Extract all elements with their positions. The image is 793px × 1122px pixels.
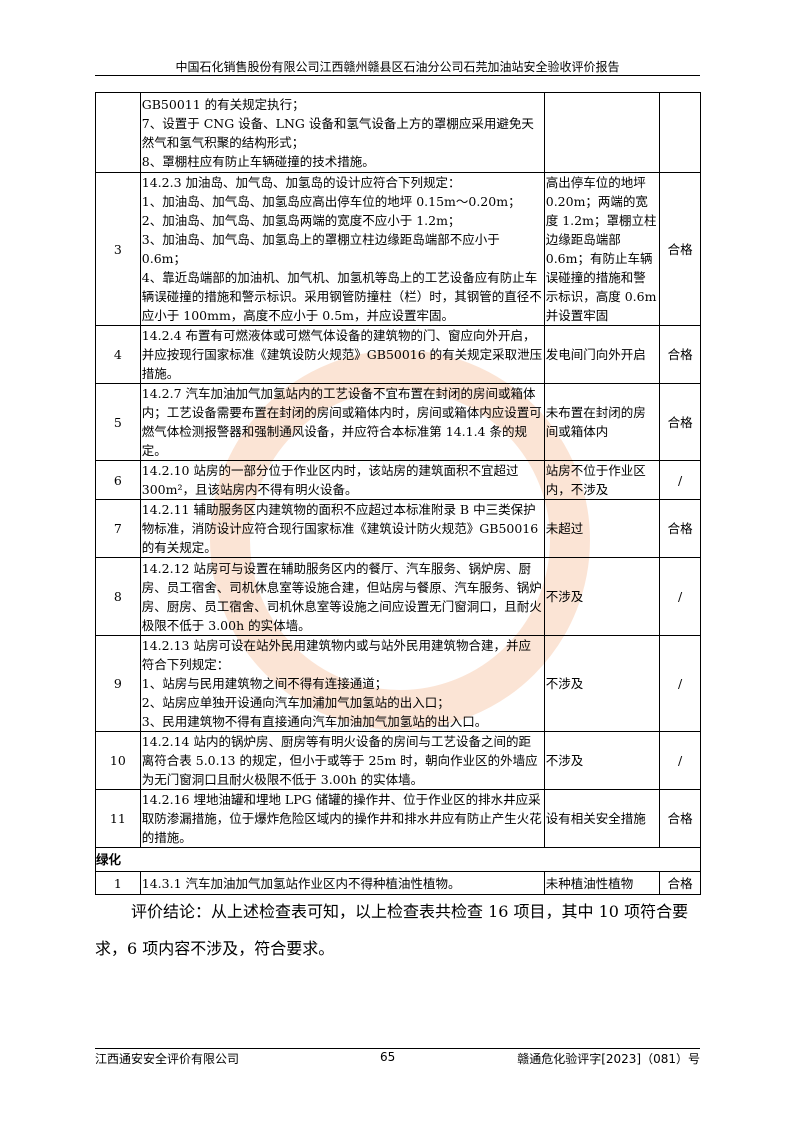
requirement-text: 14.2.16 埋地油罐和埋地 LPG 储罐的操作井、位于作业区的排水井应采取防… [139,789,545,848]
table-row: 11 14.2.16 埋地油罐和埋地 LPG 储罐的操作井、位于作业区的排水井应采… [95,789,701,848]
verdict: 合格 [659,383,701,461]
item-number: 6 [95,460,141,500]
table-row: 5 14.2.7 汽车加油加气加氢站内的工艺设备不宜布置在封闭的房间或箱体内；工艺… [95,383,701,461]
item-number: 1 [95,871,141,895]
page-header: 中国石化销售股份有限公司江西赣州赣县区石油分公司石芫加油站安全验收评价报告 [175,60,620,74]
verdict: 合格 [659,789,701,848]
requirement-text: 14.3.1 汽车加油加气加氢站作业区内不得种植油性植物。 [139,871,545,895]
requirement-text: GB50011 的有关规定执行； 7、设置于 CNG 设备、LNG 设备和氢气设… [139,92,545,173]
footer-divider [95,1048,700,1049]
verdict: 合格 [659,499,701,558]
table-row: 7 14.2.11 辅助服务区内建筑物的面积不应超过本标准附录 B 中三类保护物标… [95,499,701,558]
requirement-text: 14.2.3 加油岛、加气岛、加氢岛的设计应符合下列规定： 1、加油岛、加气岛、… [139,172,545,326]
table-row: 6 14.2.10 站房的一部分位于作业区内时，该站房的建筑面积不宜超过 300m… [95,460,701,500]
inspection-result: 未超过 [543,499,661,558]
table-row: 8 14.2.12 站房可与设置在辅助服务区内的餐厅、汽车服务、锅炉房、厨房、员工… [95,557,701,636]
table-row: 4 14.2.4 布置有可燃液体或可燃气体设备的建筑物的门、窗应向外开启，并应按现… [95,325,701,384]
item-number: 5 [95,383,141,461]
inspection-result: 未种植油性植物 [543,871,661,895]
section-title: 绿化 [95,847,701,872]
inspection-result: 设有相关安全措施 [543,789,661,848]
verdict: / [659,731,701,790]
verdict: / [659,635,701,732]
inspection-result: 不涉及 [543,557,661,636]
footer-doc-number: 赣通危化验评字[2023]（081）号 [517,1052,700,1066]
inspection-result: 站房不位于作业区内，不涉及 [543,460,661,500]
table-row: 10 14.2.14 站内的锅炉房、厨房等有明火设备的房间与工艺设备之间的距离符合… [95,731,701,790]
table-row: 3 14.2.3 加油岛、加气岛、加氢岛的设计应符合下列规定： 1、加油岛、加气岛… [95,172,701,326]
item-number: 11 [95,789,141,848]
requirement-text: 14.2.14 站内的锅炉房、厨房等有明火设备的房间与工艺设备之间的距离符合表 … [139,731,545,790]
inspection-table: GB50011 的有关规定执行； 7、设置于 CNG 设备、LNG 设备和氢气设… [95,92,701,895]
item-number: 10 [95,731,141,790]
table-row: 1 14.3.1 汽车加油加气加氢站作业区内不得种植油性植物。 未种植油性植物 合格 [95,871,701,895]
verdict: 合格 [659,325,701,384]
item-number: 4 [95,325,141,384]
requirement-text: 14.2.12 站房可与设置在辅助服务区内的餐厅、汽车服务、锅炉房、厨房、员工宿… [139,557,545,636]
requirement-text: 14.2.13 站房可设在站外民用建筑物内或与站外民用建筑物合建，并应符合下列规… [139,635,545,732]
inspection-result: 高出停车位的地坪 0.20m；两端的宽度 1.2m；罩棚立柱边缘距岛端部 0.6… [543,172,661,326]
verdict: / [659,460,701,500]
evaluation-conclusion: 评价结论：从上述检查表可知，以上检查表共检查 16 项目，其中 10 项符合要求… [95,902,689,958]
inspection-result: 发电间门向外开启 [543,325,661,384]
requirement-text: 14.2.7 汽车加油加气加氢站内的工艺设备不宜布置在封闭的房间或箱体内；工艺设… [139,383,545,461]
item-number: 7 [95,499,141,558]
item-number [95,92,141,173]
footer-company: 江西通安安全评价有限公司 [95,1052,240,1066]
page-number: 65 [380,1050,396,1064]
verdict: / [659,557,701,636]
verdict: 合格 [659,172,701,326]
inspection-result [543,92,661,173]
requirement-text: 14.2.4 布置有可燃液体或可燃气体设备的建筑物的门、窗应向外开启，并应按现行… [139,325,545,384]
item-number: 9 [95,635,141,732]
item-number: 8 [95,557,141,636]
header-divider [95,75,700,76]
item-number: 3 [95,172,141,326]
requirement-text: 14.2.10 站房的一部分位于作业区内时，该站房的建筑面积不宜超过 300m²… [139,460,545,500]
verdict: 合格 [659,871,701,895]
section-row: 绿化 [95,847,701,872]
inspection-result: 未布置在封闭的房间或箱体内 [543,383,661,461]
table-row: 9 14.2.13 站房可设在站外民用建筑物内或与站外民用建筑物合建，并应符合下列… [95,635,701,732]
table-row: GB50011 的有关规定执行； 7、设置于 CNG 设备、LNG 设备和氢气设… [95,92,701,173]
verdict [659,92,701,173]
inspection-result: 不涉及 [543,731,661,790]
requirement-text: 14.2.11 辅助服务区内建筑物的面积不应超过本标准附录 B 中三类保护物标准… [139,499,545,558]
inspection-result: 不涉及 [543,635,661,732]
